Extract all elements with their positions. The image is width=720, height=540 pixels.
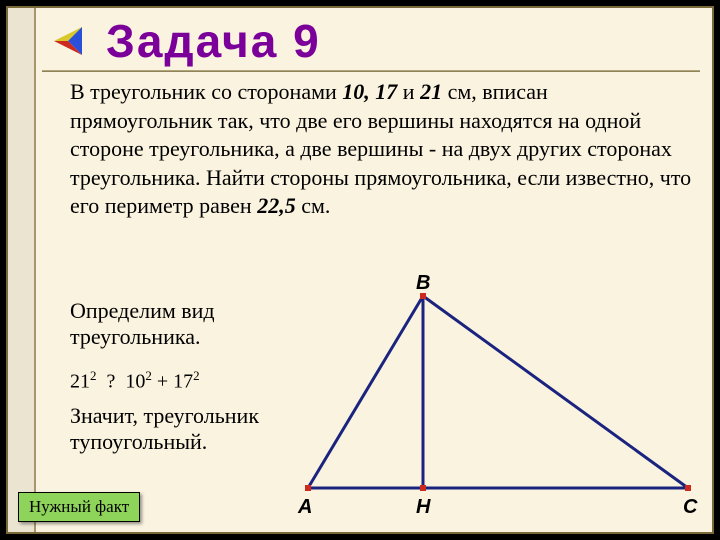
- text: В треугольник со сторонами: [70, 79, 342, 104]
- title-row: Задача 9: [48, 14, 321, 68]
- text: и: [397, 79, 420, 104]
- conclusion-text: Значит, треугольник тупоугольный.: [70, 403, 310, 455]
- r1-base: 10: [125, 371, 145, 393]
- slide: Задача 9 В треугольник со сторонами 10, …: [6, 6, 714, 534]
- slide-title: Задача 9: [106, 14, 321, 68]
- vertex-label-H: H: [416, 496, 430, 519]
- side-values-1: 10, 17: [342, 79, 397, 104]
- comparison-formula: 212 ? 102 + 172: [70, 368, 200, 394]
- vertex-label-C: C: [683, 496, 697, 519]
- vertex-label-B: B: [416, 272, 430, 295]
- r2-base: 17: [173, 371, 193, 393]
- left-decorative-band: [8, 8, 36, 532]
- plus: +: [157, 371, 168, 393]
- lhs-exp: 2: [90, 368, 97, 383]
- text: см.: [296, 193, 331, 218]
- needed-fact-button[interactable]: Нужный факт: [18, 492, 140, 522]
- fact-button-label: Нужный факт: [29, 497, 129, 516]
- r1-exp: 2: [145, 368, 152, 383]
- problem-statement: В треугольник со сторонами 10, 17 и 21 с…: [70, 78, 694, 221]
- arrow-icon: [48, 21, 88, 61]
- operator: ?: [107, 371, 116, 393]
- triangle-figure: A B C H: [288, 268, 708, 528]
- triangle-svg: [288, 268, 708, 528]
- title-underline: [42, 70, 700, 72]
- hint-text: Определим вид треугольника.: [70, 298, 300, 350]
- side-value-2: 21: [420, 79, 442, 104]
- vertex-label-A: A: [298, 496, 312, 519]
- lhs-base: 21: [70, 371, 90, 393]
- perimeter-value: 22,5: [257, 193, 296, 218]
- r2-exp: 2: [193, 368, 200, 383]
